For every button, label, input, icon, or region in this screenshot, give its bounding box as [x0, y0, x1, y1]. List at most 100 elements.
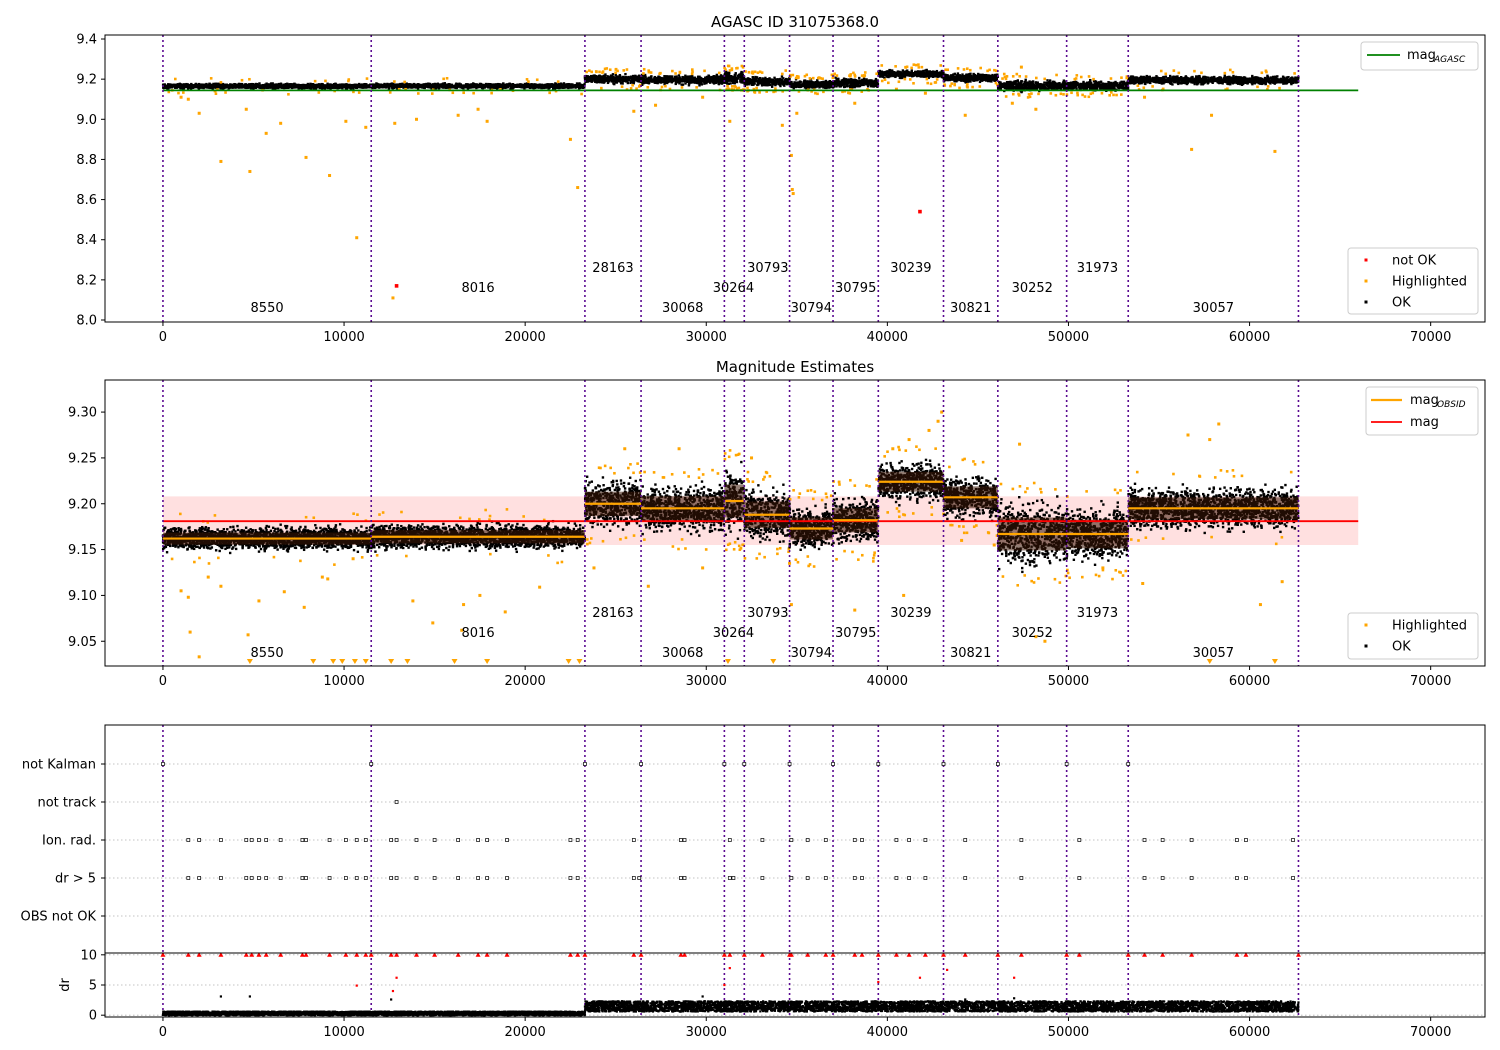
ok-point	[900, 73, 902, 75]
ok-point	[975, 79, 977, 81]
ok-point	[794, 83, 796, 85]
ok-point	[166, 85, 168, 87]
ok-point	[428, 86, 430, 88]
ok-point	[924, 72, 926, 74]
ok-point	[326, 85, 328, 87]
ok-point	[851, 79, 853, 81]
ok-point	[263, 85, 265, 87]
ok-point	[518, 85, 520, 87]
ok-point	[244, 84, 246, 86]
ok-point	[414, 85, 416, 87]
ok-point	[886, 75, 888, 77]
ok-point	[318, 83, 320, 85]
ok-point	[768, 80, 770, 82]
ok-point	[756, 76, 758, 78]
ok-point	[448, 85, 450, 87]
ok-point	[462, 87, 464, 89]
ok-point	[621, 82, 623, 84]
ok-point	[741, 74, 743, 76]
ok-point	[778, 81, 780, 83]
ok-point	[423, 85, 425, 87]
ok-point	[825, 80, 827, 82]
ok-point	[738, 74, 740, 76]
ok-point	[209, 86, 211, 88]
ok-point	[820, 85, 822, 87]
ok-point	[627, 82, 629, 84]
ok-point	[430, 85, 432, 87]
ok-point	[610, 74, 612, 76]
ok-point	[284, 86, 286, 88]
ok-point	[579, 86, 581, 88]
ok-point	[720, 79, 722, 81]
ok-point	[404, 85, 406, 87]
ok-point	[728, 78, 730, 80]
ok-point	[888, 71, 890, 73]
ok-point	[803, 80, 805, 82]
ok-point	[440, 85, 442, 87]
ok-point	[776, 81, 778, 83]
ok-point	[613, 79, 615, 81]
ok-point	[671, 75, 673, 77]
ok-point	[874, 81, 876, 83]
ok-point	[256, 83, 258, 85]
ok-point	[751, 82, 753, 84]
ok-point	[203, 85, 205, 87]
ok-point	[554, 82, 556, 84]
ok-point	[337, 85, 339, 87]
ok-point	[958, 78, 960, 80]
ok-point	[720, 74, 722, 76]
ok-point	[386, 83, 388, 85]
ok-point	[882, 71, 884, 73]
ok-point	[380, 85, 382, 87]
ok-point	[492, 86, 494, 88]
ok-point	[800, 81, 802, 83]
ok-point	[599, 78, 601, 80]
ok-point	[678, 78, 680, 80]
ok-point	[252, 86, 254, 88]
ok-point	[851, 86, 853, 88]
ok-point	[479, 85, 481, 87]
ok-point	[813, 82, 815, 84]
ok-point	[963, 75, 965, 77]
ok-point	[502, 83, 504, 85]
ok-point	[419, 84, 421, 86]
ok-point	[761, 79, 763, 81]
ok-point	[602, 75, 604, 77]
ok-point	[919, 73, 921, 75]
ok-point	[979, 81, 981, 83]
ok-point	[986, 76, 988, 78]
ok-point	[861, 82, 863, 84]
ok-point	[816, 83, 818, 85]
ok-point	[771, 86, 773, 88]
ok-point	[678, 74, 680, 76]
ok-point	[659, 79, 661, 81]
ok-point	[884, 72, 886, 74]
ok-point	[366, 85, 368, 87]
ok-point	[618, 80, 620, 82]
ok-point	[348, 86, 350, 88]
ok-point	[293, 83, 295, 85]
ok-point	[746, 80, 748, 82]
ok-point	[825, 82, 827, 84]
ok-point	[371, 87, 373, 89]
ok-point	[800, 85, 802, 87]
ok-point	[690, 81, 692, 83]
ok-point	[906, 69, 908, 71]
ok-point	[730, 78, 732, 80]
ok-point	[966, 78, 968, 80]
ok-point	[973, 79, 975, 81]
ok-point	[703, 78, 705, 80]
ok-point	[647, 80, 649, 82]
ok-point	[803, 82, 805, 84]
ok-point	[709, 76, 711, 78]
ok-point	[786, 83, 788, 85]
ok-point	[607, 82, 609, 84]
ok-point	[876, 83, 878, 85]
ok-point	[851, 83, 853, 85]
ok-point	[196, 84, 198, 86]
ok-point	[697, 77, 699, 79]
ok-point	[539, 85, 541, 87]
ok-point	[512, 84, 514, 86]
ok-point	[258, 86, 260, 88]
ok-point	[274, 84, 276, 86]
